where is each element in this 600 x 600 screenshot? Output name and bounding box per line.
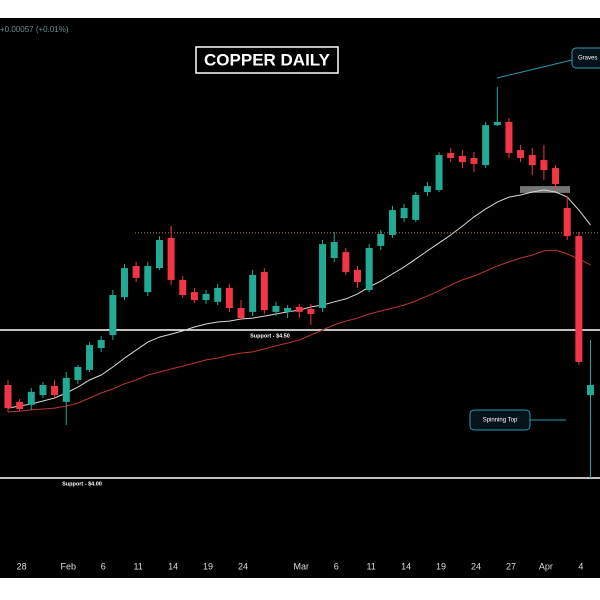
callout-label: Graves bbox=[578, 56, 597, 62]
candle-body bbox=[62, 377, 70, 402]
x-tick-label: 4 bbox=[578, 561, 583, 571]
candle-body bbox=[319, 244, 327, 309]
candle-body bbox=[39, 385, 47, 396]
x-tick-label: 14 bbox=[401, 561, 411, 571]
candle-body bbox=[260, 271, 268, 311]
x-tick-label: 11 bbox=[133, 561, 142, 571]
x-tick-label: Feb bbox=[60, 561, 76, 571]
candle-body bbox=[330, 242, 338, 259]
candle-body bbox=[435, 155, 443, 190]
x-tick-label: 11 bbox=[366, 561, 375, 571]
x-tick-label: 24 bbox=[238, 561, 248, 571]
change-text: +0.00057 (+0.01%) bbox=[0, 25, 69, 34]
candle-body bbox=[423, 186, 431, 193]
callout-box bbox=[469, 409, 531, 431]
x-tick-label: 28 bbox=[17, 561, 27, 571]
candle-body bbox=[86, 345, 94, 370]
candle-body bbox=[284, 308, 292, 312]
candle-body bbox=[121, 268, 128, 298]
candle-body bbox=[249, 274, 257, 312]
x-tick-label: Apr bbox=[539, 561, 553, 571]
support-label: Support - $4.00 bbox=[62, 481, 102, 487]
candle-body bbox=[342, 252, 350, 272]
x-tick-label: 6 bbox=[101, 561, 106, 571]
candle-body bbox=[97, 340, 105, 349]
x-tick-label: 19 bbox=[436, 561, 446, 571]
candle-body bbox=[458, 155, 466, 163]
candle-body bbox=[482, 125, 490, 166]
candle-body bbox=[202, 293, 210, 301]
candle-body bbox=[587, 385, 594, 396]
candle-body bbox=[132, 266, 140, 278]
x-tick-label: 14 bbox=[168, 561, 178, 571]
chart-title: COPPER DAILY bbox=[204, 50, 331, 69]
candle-body bbox=[575, 236, 583, 362]
candle-body bbox=[4, 385, 12, 409]
candle-body bbox=[74, 366, 82, 380]
candle-body bbox=[528, 155, 536, 166]
candle-body bbox=[412, 194, 420, 220]
candle-body bbox=[517, 150, 525, 158]
candle-body bbox=[400, 208, 408, 219]
candle-body bbox=[388, 210, 396, 235]
candle-body bbox=[214, 287, 222, 302]
candle-body bbox=[354, 269, 361, 283]
x-tick-label: Mar bbox=[294, 561, 310, 571]
x-tick-label: 6 bbox=[334, 561, 339, 571]
support-label: Support - $4.50 bbox=[250, 333, 290, 339]
callout-box bbox=[571, 47, 600, 69]
callout-label: Spinning Top bbox=[483, 418, 518, 424]
candle-body bbox=[272, 305, 280, 312]
title-box bbox=[195, 46, 339, 74]
x-tick-label: 27 bbox=[506, 561, 516, 571]
candle-body bbox=[51, 385, 59, 396]
candle-body bbox=[307, 308, 315, 314]
candle-body bbox=[447, 152, 455, 158]
candle-body bbox=[16, 401, 24, 409]
candle-body bbox=[179, 279, 187, 296]
x-tick-label: 19 bbox=[203, 561, 213, 571]
moving-average bbox=[7, 249, 591, 413]
callout-pointer bbox=[496, 59, 573, 79]
resistance-zone bbox=[520, 186, 570, 193]
candle-body bbox=[493, 121, 501, 126]
candle-body bbox=[144, 266, 152, 293]
candle-body bbox=[167, 237, 175, 280]
candle-body bbox=[237, 308, 245, 319]
candle-body bbox=[505, 121, 513, 153]
candle-body bbox=[155, 239, 163, 269]
plot-area bbox=[0, 18, 600, 578]
candle-body bbox=[377, 234, 385, 246]
candle-body bbox=[365, 247, 373, 291]
candle-body bbox=[27, 391, 35, 405]
candle-body bbox=[109, 295, 117, 335]
candle-body bbox=[540, 160, 548, 171]
candle-body bbox=[552, 168, 560, 185]
candle-body bbox=[225, 287, 233, 309]
candle-body bbox=[295, 306, 303, 312]
x-tick-label: 24 bbox=[471, 561, 481, 571]
candle-body bbox=[563, 208, 571, 237]
candle-body bbox=[470, 158, 478, 164]
candle-body bbox=[190, 292, 198, 301]
